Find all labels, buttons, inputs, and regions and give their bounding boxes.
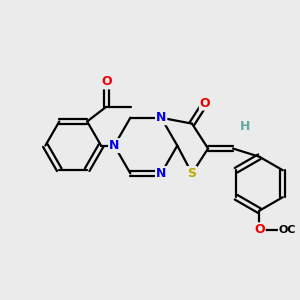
Text: N: N [156,111,166,124]
Text: O: O [101,75,112,88]
Text: O: O [200,97,211,110]
Text: N: N [156,167,166,180]
Text: S: S [188,167,196,180]
Text: O: O [254,223,265,236]
Text: OC: OC [278,225,296,235]
Text: H: H [239,120,250,133]
Text: N: N [109,139,119,152]
